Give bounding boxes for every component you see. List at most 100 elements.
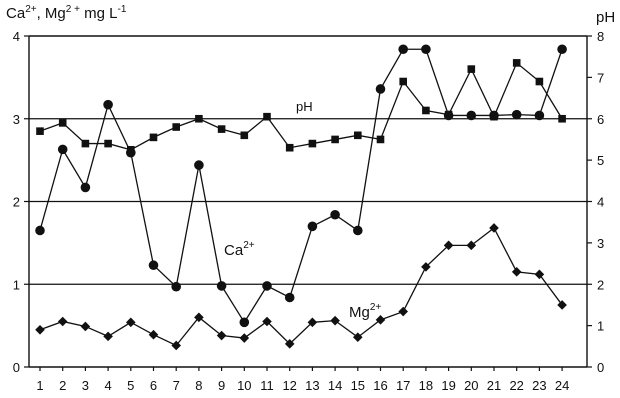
data-point-ca xyxy=(103,100,113,110)
series-label-ca: Ca2+ xyxy=(224,240,255,259)
right-tick-label: 7 xyxy=(597,70,604,85)
x-tick-label: 3 xyxy=(82,378,89,393)
data-point-ph xyxy=(59,119,67,127)
series-label-ph: pH xyxy=(296,99,313,114)
data-point-ph xyxy=(263,113,271,121)
data-point-ph xyxy=(82,140,90,148)
data-point-ca xyxy=(308,222,318,232)
x-tick-label: 10 xyxy=(237,378,251,393)
x-tick-label: 19 xyxy=(441,378,455,393)
data-point-mg xyxy=(512,267,522,277)
data-point-ca xyxy=(217,281,227,291)
left-tick-label: 2 xyxy=(13,195,20,210)
left-axis-title: Ca2+, Mg2 + mg L-1 xyxy=(6,4,127,22)
data-point-ph xyxy=(195,115,203,123)
data-point-ca xyxy=(194,160,204,170)
data-point-ph xyxy=(286,144,294,152)
data-point-mg xyxy=(398,307,408,317)
right-tick-label: 6 xyxy=(597,112,604,127)
series-line-mg xyxy=(40,228,562,346)
data-point-mg xyxy=(103,332,113,342)
data-point-ph xyxy=(558,115,566,123)
right-tick-label: 8 xyxy=(597,29,604,44)
data-point-ca xyxy=(149,260,159,270)
data-point-ca xyxy=(240,318,250,328)
right-tick-label: 2 xyxy=(597,277,604,292)
data-point-ca xyxy=(467,111,477,121)
grid-lines xyxy=(29,119,587,285)
right-tick-label: 3 xyxy=(597,236,604,251)
data-point-ph xyxy=(468,65,476,73)
data-point-ph xyxy=(104,140,112,148)
data-point-ph xyxy=(241,132,249,140)
data-point-mg xyxy=(535,270,545,280)
x-tick-label: 4 xyxy=(104,378,111,393)
right-tick-label: 5 xyxy=(597,153,604,168)
x-tick-label: 6 xyxy=(150,378,157,393)
x-tick-label: 5 xyxy=(127,378,134,393)
x-tick-label: 7 xyxy=(173,378,180,393)
data-point-ph xyxy=(150,134,158,142)
data-point-ca xyxy=(81,183,91,193)
x-tick-label: 2 xyxy=(59,378,66,393)
left-tick-label: 0 xyxy=(13,360,20,375)
data-point-ph xyxy=(377,136,385,144)
series-markers xyxy=(35,44,567,350)
series-lines xyxy=(40,49,562,345)
data-point-ca xyxy=(262,281,272,291)
data-point-ca xyxy=(421,44,431,54)
right-tick-label: 1 xyxy=(597,319,604,334)
x-tick-label: 9 xyxy=(218,378,225,393)
right-tick-label: 0 xyxy=(597,360,604,375)
data-point-ca xyxy=(330,210,340,220)
x-tick-label: 18 xyxy=(419,378,433,393)
x-tick-label: 20 xyxy=(464,378,478,393)
x-tick-label: 1 xyxy=(36,378,43,393)
data-point-ph xyxy=(331,136,339,144)
data-point-mg xyxy=(81,322,91,332)
data-point-ca xyxy=(535,111,545,121)
data-point-ca xyxy=(35,226,45,236)
data-point-mg xyxy=(149,330,159,340)
data-point-ph xyxy=(445,111,453,119)
right-axis-title: pH xyxy=(596,9,615,26)
data-point-mg xyxy=(557,300,567,310)
right-tick-label: 4 xyxy=(597,195,604,210)
x-tick-label: 22 xyxy=(509,378,523,393)
data-point-mg xyxy=(126,318,136,328)
data-point-mg xyxy=(240,333,250,343)
data-point-ph xyxy=(513,59,521,67)
data-point-ph xyxy=(127,146,135,154)
series-label-mg: Mg2+ xyxy=(349,302,381,321)
left-tick-label: 4 xyxy=(13,29,20,44)
left-tick-label: 3 xyxy=(13,112,20,127)
x-tick-label: 13 xyxy=(305,378,319,393)
data-point-ph xyxy=(354,132,362,140)
data-point-ph xyxy=(536,78,544,86)
data-point-ph xyxy=(399,78,407,86)
x-tick-label: 14 xyxy=(328,378,342,393)
data-point-ca xyxy=(512,110,522,120)
data-point-ca xyxy=(58,145,68,155)
x-tick-label: 16 xyxy=(373,378,387,393)
x-tick-label: 21 xyxy=(487,378,501,393)
data-point-mg xyxy=(35,325,45,335)
data-point-ph xyxy=(422,107,430,115)
data-point-ca xyxy=(557,44,567,54)
data-point-ph xyxy=(172,123,180,131)
data-point-ph xyxy=(309,140,317,148)
left-tick-label: 1 xyxy=(13,277,20,292)
data-point-ph xyxy=(36,127,44,135)
x-tick-label: 11 xyxy=(260,378,274,393)
data-point-ca xyxy=(398,44,408,54)
data-point-ph xyxy=(218,125,226,133)
series-line-ca xyxy=(40,49,562,322)
data-point-ca xyxy=(171,282,181,292)
data-point-ph xyxy=(490,113,498,121)
data-point-mg xyxy=(58,317,68,327)
x-tick-label: 15 xyxy=(351,378,365,393)
data-point-mg xyxy=(330,316,340,326)
data-point-ca xyxy=(353,226,363,236)
